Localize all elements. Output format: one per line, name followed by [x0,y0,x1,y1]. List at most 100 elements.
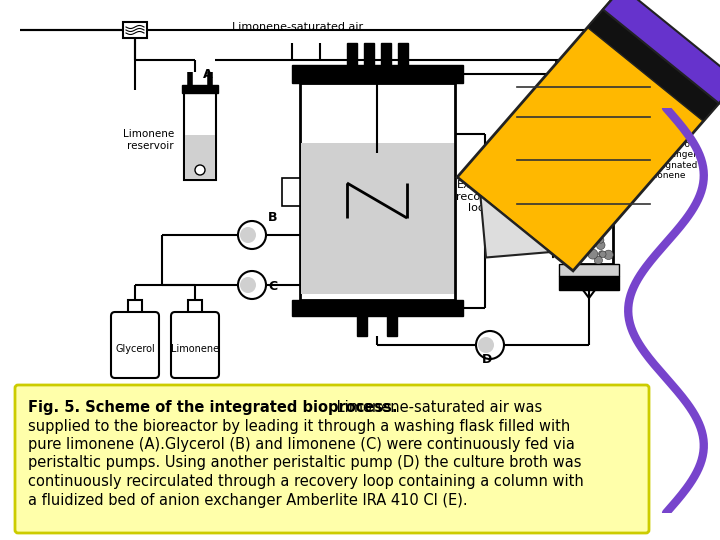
FancyBboxPatch shape [15,385,649,533]
Circle shape [572,217,580,225]
Circle shape [580,104,588,112]
Circle shape [602,115,611,123]
Circle shape [600,251,606,258]
Circle shape [599,102,605,107]
Bar [559,276,619,290]
Circle shape [585,116,592,124]
Circle shape [595,235,601,241]
Bar [357,316,367,336]
Circle shape [592,228,600,236]
Circle shape [570,246,576,252]
Bar [292,300,463,316]
Polygon shape [603,0,720,103]
Text: B: B [268,211,277,224]
Bar [301,143,454,294]
Circle shape [603,97,611,105]
FancyBboxPatch shape [111,312,159,378]
Circle shape [567,224,575,231]
Circle shape [585,206,593,215]
Circle shape [576,169,583,177]
Circle shape [585,105,593,112]
Bar [300,83,455,300]
Circle shape [476,331,504,359]
Circle shape [240,227,256,243]
Circle shape [598,180,606,188]
Circle shape [238,271,266,299]
Bar [282,178,300,206]
Text: supplied to the bioreactor by leading it through a washing flask filled with: supplied to the bioreactor by leading it… [28,418,570,434]
Text: Limonene: Limonene [171,344,219,354]
Circle shape [573,175,580,183]
Text: D: D [482,353,492,366]
Circle shape [595,205,603,213]
Circle shape [575,120,584,130]
Circle shape [478,337,494,353]
Bar [184,90,216,180]
Circle shape [577,170,585,179]
Bar [387,316,397,336]
Circle shape [592,105,599,112]
Circle shape [580,104,587,111]
Circle shape [582,94,589,100]
Circle shape [605,208,611,214]
Bar [559,72,619,84]
Text: C: C [268,280,277,293]
Text: peristaltic pumps. Using another peristaltic pump (D) the culture broth was: peristaltic pumps. Using another perista… [28,456,582,470]
Circle shape [604,131,612,139]
Bar [182,85,218,93]
Text: Glycerol: Glycerol [115,344,155,354]
Polygon shape [480,196,550,258]
Bar [398,43,408,65]
Circle shape [572,99,578,106]
Bar [188,300,202,316]
Circle shape [594,230,603,239]
Circle shape [565,139,572,146]
Circle shape [578,144,585,151]
Circle shape [588,249,598,259]
Text: Limonene
reservoir: Limonene reservoir [122,129,174,151]
Bar [364,43,374,65]
Circle shape [600,194,609,204]
Bar [559,264,619,276]
Circle shape [594,256,603,265]
Circle shape [598,213,605,220]
Bar [292,65,463,83]
Circle shape [582,123,590,131]
Circle shape [564,163,572,171]
Circle shape [598,251,605,257]
Circle shape [577,192,585,199]
Circle shape [574,190,581,197]
Text: External
recovery
loop: External recovery loop [456,180,505,213]
Circle shape [583,153,593,163]
Circle shape [582,116,590,123]
Bar [381,43,391,65]
Circle shape [600,139,608,147]
Polygon shape [457,0,720,271]
Circle shape [574,94,582,104]
Circle shape [566,183,575,192]
Circle shape [596,145,604,153]
Text: pure limonene (A).Glycerol (B) and limonene (C) were continuously fed via: pure limonene (A).Glycerol (B) and limon… [28,437,575,452]
Circle shape [575,204,581,211]
Text: Limonene-saturated air: Limonene-saturated air [232,22,363,32]
Text: Fig. 5. Scheme of the integrated bioprocess.: Fig. 5. Scheme of the integrated bioproc… [28,400,397,415]
Bar [347,43,357,65]
Circle shape [603,126,610,134]
Circle shape [593,180,602,189]
Circle shape [592,155,600,163]
Polygon shape [588,0,720,121]
Circle shape [585,225,595,235]
Circle shape [240,277,256,293]
Circle shape [603,169,611,178]
Text: E: E [554,57,562,71]
Text: Limonene-saturated air was: Limonene-saturated air was [332,400,542,415]
Circle shape [596,241,605,249]
Circle shape [603,129,610,137]
Bar [559,84,619,96]
Circle shape [604,250,613,260]
Circle shape [593,161,603,171]
Circle shape [564,180,573,189]
Circle shape [581,167,590,177]
Circle shape [598,164,606,173]
Text: continuously recirculated through a recovery loop containing a column with: continuously recirculated through a reco… [28,474,584,489]
